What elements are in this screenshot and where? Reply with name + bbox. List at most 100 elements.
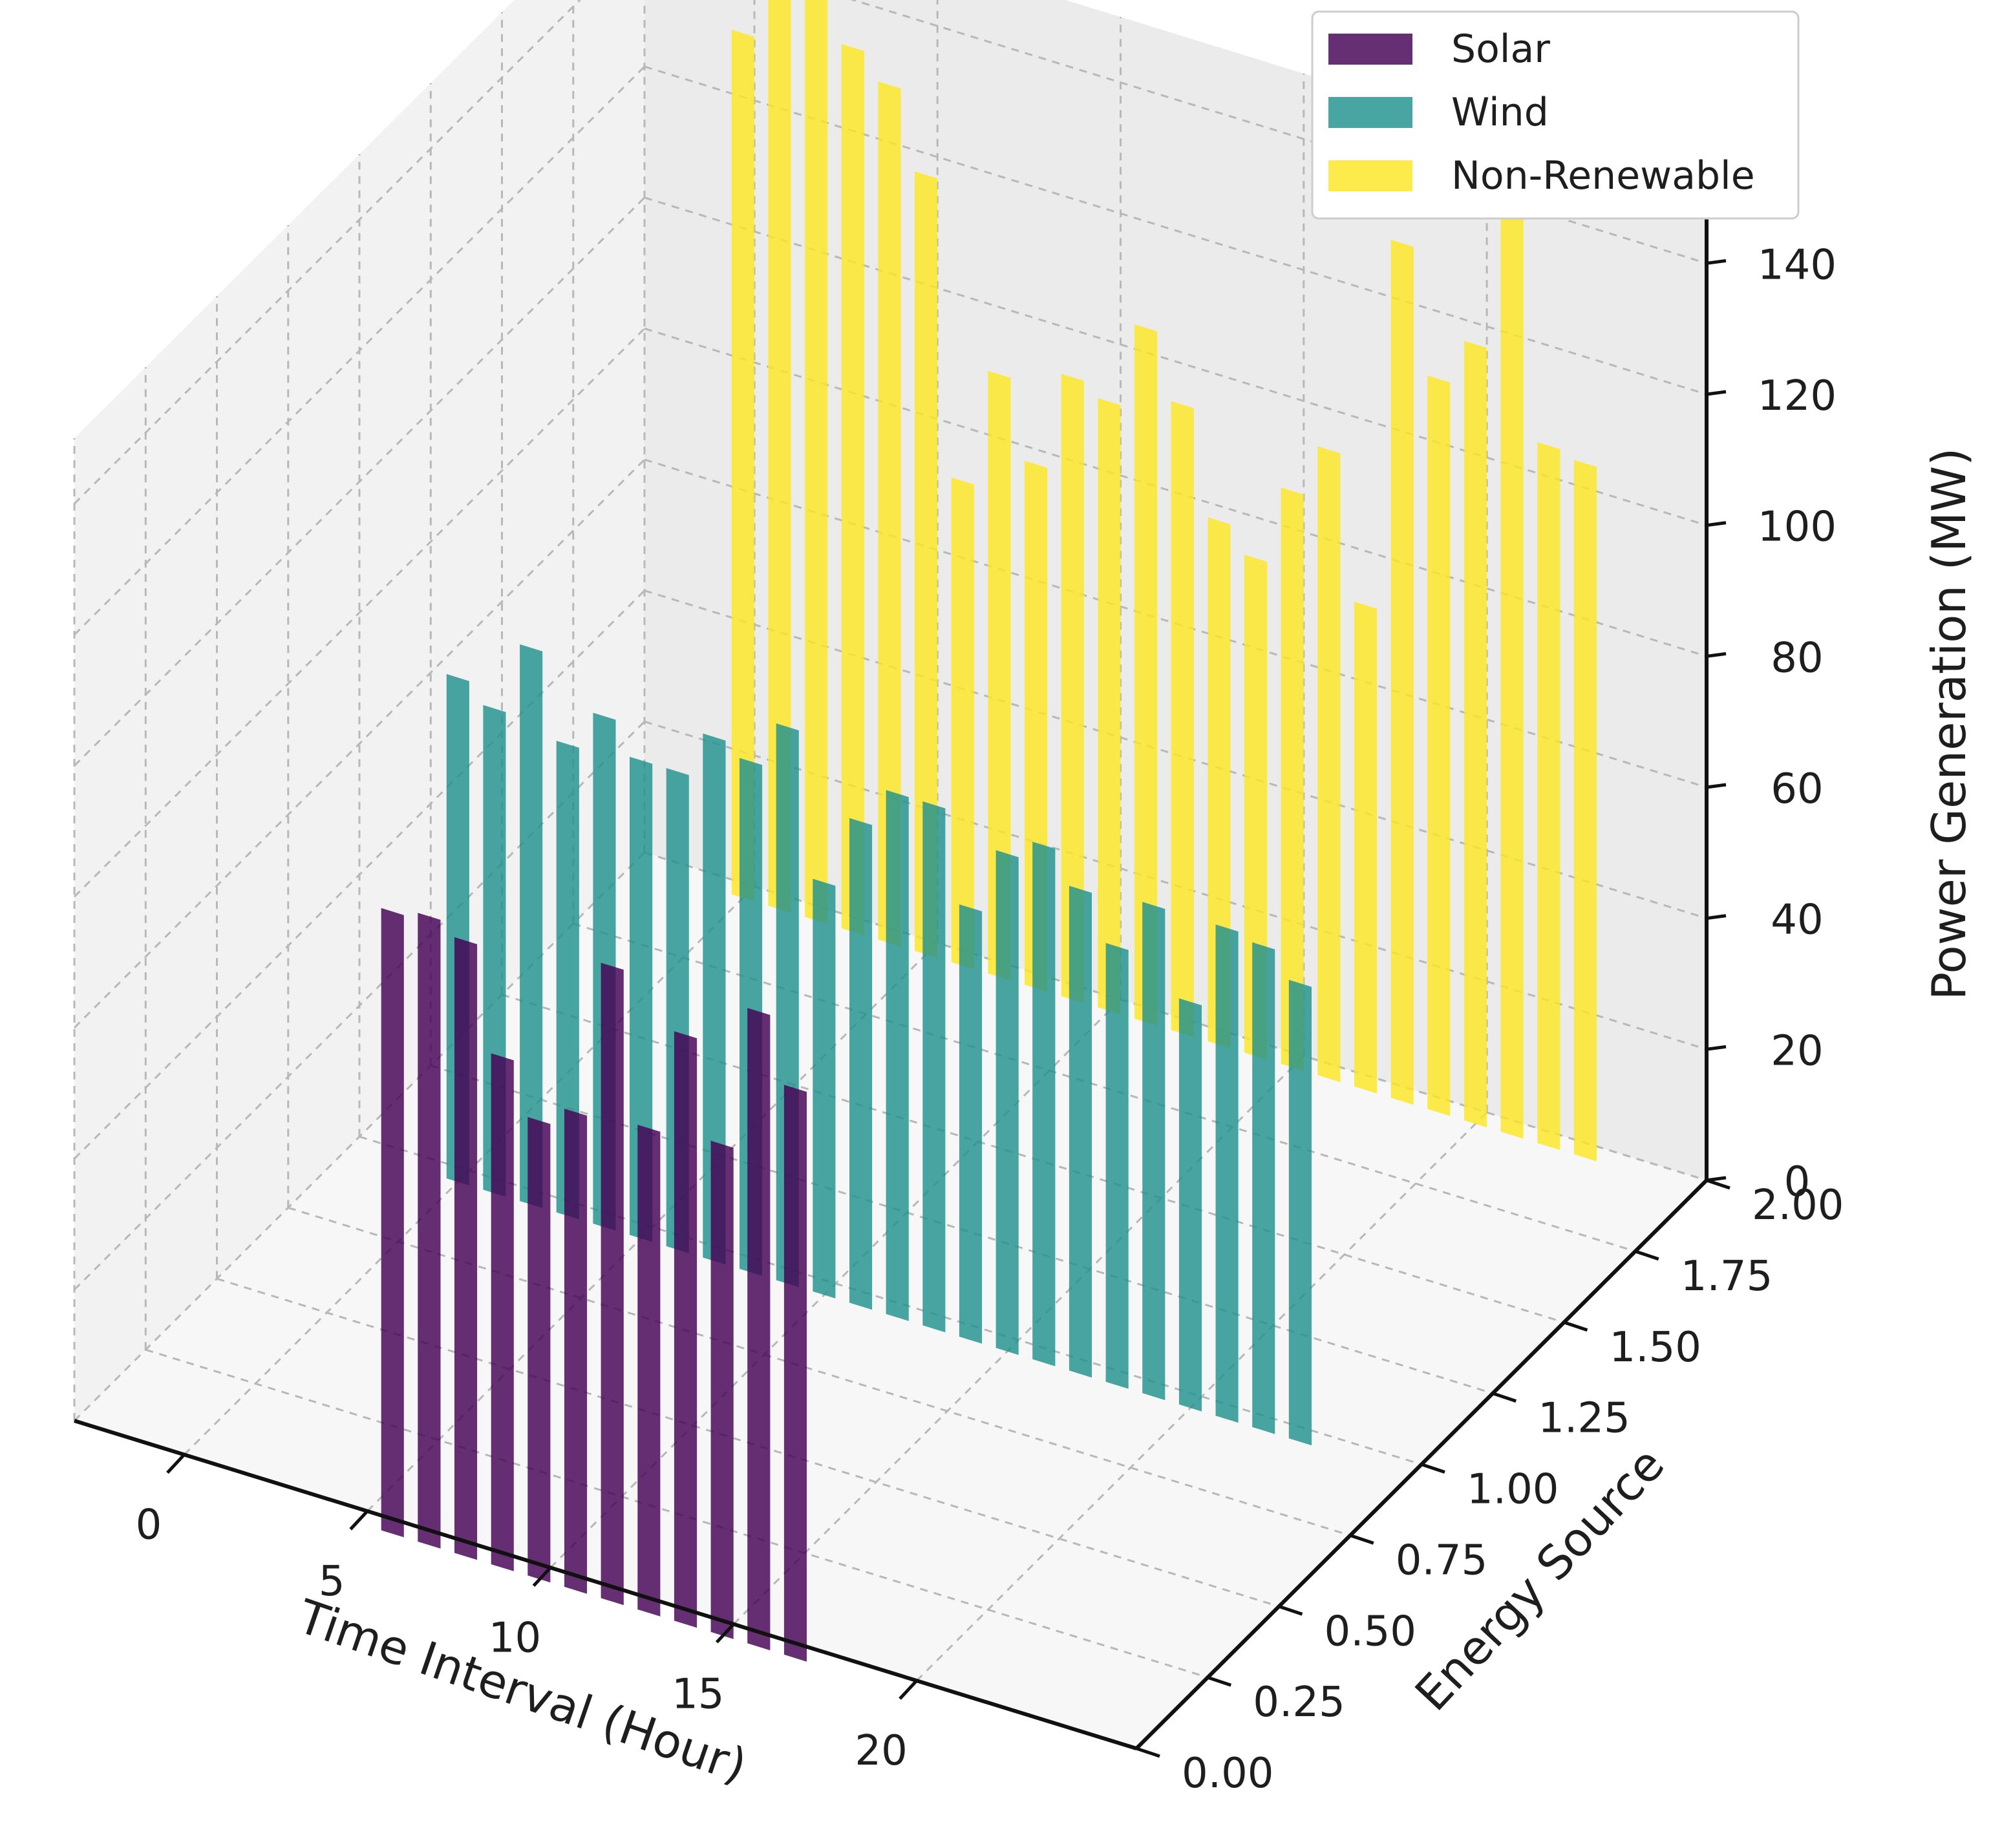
bar-wind-18	[1105, 942, 1129, 1389]
x-tick	[166, 1453, 186, 1474]
bar-non-renewable-6	[951, 477, 974, 970]
bar-solar-17	[783, 1085, 807, 1662]
z-tick	[1706, 1176, 1727, 1182]
z-tick-label: 20	[1771, 1027, 1823, 1075]
bar-solar-12	[601, 962, 624, 1606]
bar-non-renewable-17	[1354, 601, 1377, 1094]
y-tick-label: 1.00	[1467, 1466, 1559, 1514]
bar-wind-13	[922, 801, 946, 1333]
x-tick-label: 10	[489, 1614, 541, 1662]
y-tick	[1634, 1249, 1659, 1261]
legend-swatch-non-renewable	[1328, 160, 1412, 191]
bar-solar-7	[418, 913, 441, 1549]
grid-line-z-left	[73, 0, 582, 505]
grid-line-z-left	[73, 721, 646, 1291]
bar-non-renewable-3	[841, 44, 864, 935]
bar-wind-14	[959, 904, 983, 1344]
bar-non-renewable-14	[1244, 555, 1268, 1060]
grid-line-z-left	[73, 458, 646, 1029]
bar-wind-23	[1288, 979, 1312, 1446]
y-tick	[1563, 1321, 1588, 1332]
bar-non-renewable-23	[1573, 460, 1597, 1162]
grid-line-z-left	[73, 65, 646, 636]
y-tick-label: 0.00	[1182, 1750, 1274, 1798]
bar-solar-10	[527, 1117, 551, 1583]
axes: 0 5 10 15 20 0.00 0.25 0.50 0.75 1.00 1.25 1.50 1.75…	[74, 198, 1844, 1798]
bar-wind-16	[1032, 842, 1056, 1366]
bar-non-renewable-4	[878, 81, 901, 947]
bar-non-renewable-20	[1464, 341, 1487, 1128]
bar-wind-7	[703, 733, 726, 1265]
x-tick	[349, 1510, 369, 1531]
bar-solar-11	[564, 1109, 588, 1594]
y-tick	[1421, 1463, 1445, 1474]
bar-non-renewable-10	[1098, 398, 1121, 1015]
legend-swatch-wind	[1328, 97, 1412, 128]
z-tick-label: 140	[1758, 241, 1837, 289]
z-tick	[1706, 783, 1727, 789]
bar-non-renewable-11	[1134, 324, 1158, 1026]
y-tick-label: 0.75	[1396, 1536, 1488, 1584]
bar-solar-9	[491, 1053, 514, 1571]
z-tick-label: 40	[1771, 897, 1823, 944]
z-tick	[1706, 1045, 1727, 1051]
y-tick-label: 0.25	[1253, 1679, 1345, 1726]
bar-wind-19	[1142, 902, 1166, 1401]
y-tick	[1207, 1675, 1232, 1687]
x-axis-line	[74, 1419, 1137, 1750]
bar-solar-14	[674, 1031, 697, 1628]
grid-line-z-left	[73, 196, 646, 767]
bar-wind-10	[813, 878, 836, 1299]
z-tick	[1706, 652, 1727, 658]
bar-non-renewable-7	[988, 370, 1011, 981]
z-tick-label: 120	[1758, 372, 1837, 420]
bar-solar-15	[710, 1140, 734, 1639]
bar-wind-11	[849, 818, 873, 1310]
bar-non-renewable-18	[1390, 239, 1414, 1105]
bar-wind-5	[630, 756, 653, 1242]
bar-non-renewable-16	[1317, 446, 1341, 1083]
y-tick	[1136, 1747, 1160, 1758]
bar-solar-16	[747, 1008, 771, 1651]
bar-wind-15	[996, 850, 1019, 1355]
x-tick-label: 15	[672, 1671, 724, 1719]
z-tick-label: 0	[1784, 1158, 1811, 1206]
bar-non-renewable-19	[1427, 375, 1451, 1116]
bar-non-renewable-13	[1208, 517, 1231, 1048]
bar-wind-12	[886, 790, 909, 1321]
bar-non-renewable-5	[915, 171, 938, 958]
bar-non-renewable-12	[1171, 401, 1194, 1037]
bar-non-renewable-22	[1537, 442, 1560, 1151]
x-tick	[899, 1679, 918, 1700]
bar-non-renewable-0	[731, 30, 754, 902]
grid-line-z-left	[73, 851, 646, 1422]
grid-line-z-left	[73, 328, 646, 898]
x-tick-label: 20	[855, 1727, 907, 1775]
bar-wind-22	[1252, 942, 1275, 1434]
y-tick-label: 1.75	[1681, 1253, 1773, 1301]
x-tick-label: 0	[136, 1501, 162, 1549]
x-tick-label: 5	[319, 1558, 345, 1606]
bar-non-renewable-15	[1281, 487, 1304, 1071]
y-tick	[1349, 1534, 1374, 1545]
legend-box	[1311, 10, 1800, 220]
y-tick-label: 2.00	[1752, 1182, 1844, 1229]
grid-line-z-left	[73, 589, 646, 1160]
bar-solar-13	[637, 1125, 661, 1617]
z-tick	[1706, 390, 1727, 396]
z-tick-label: 100	[1758, 504, 1837, 551]
z-tick	[1706, 521, 1727, 527]
z-tick-label: 60	[1771, 765, 1823, 813]
z-tick	[1706, 259, 1727, 265]
legend: Solar Wind Non-Renewable	[1311, 10, 1800, 220]
bar-non-renewable-2	[805, 0, 828, 924]
bar-wind-21	[1215, 924, 1239, 1423]
legend-swatch-solar	[1328, 34, 1412, 65]
bar-solar-6	[381, 908, 404, 1538]
x-tick	[532, 1566, 552, 1587]
bar-wind-17	[1069, 886, 1092, 1378]
bar-wind-2	[520, 644, 543, 1208]
z-tick	[1706, 914, 1727, 920]
z-tick-label: 80	[1771, 634, 1823, 682]
